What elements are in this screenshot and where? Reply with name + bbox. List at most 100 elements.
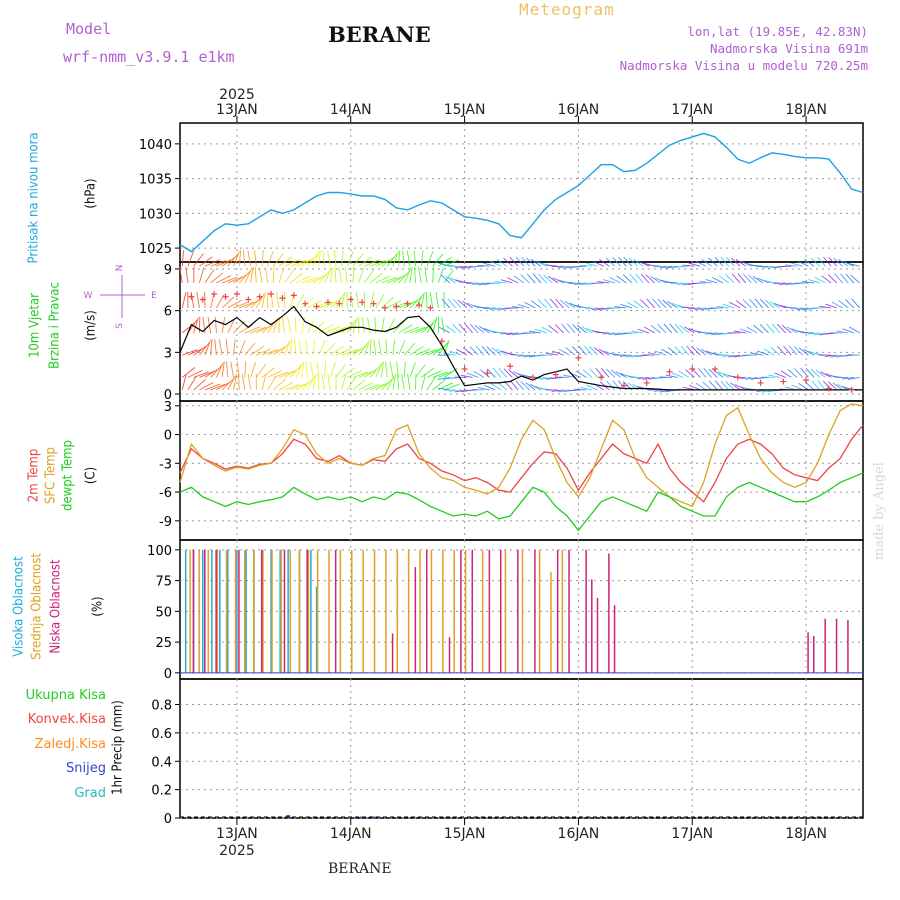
wind-barb [443, 339, 450, 356]
wind-barb [488, 282, 502, 284]
wind-barb [233, 301, 249, 309]
wind-barb [238, 250, 242, 267]
wind-barb [802, 280, 815, 284]
wind-barb [199, 370, 215, 378]
wind-barb [566, 323, 576, 334]
wind-barb [278, 382, 294, 391]
wind-barb [352, 253, 364, 267]
wind-barb [848, 326, 860, 334]
wind-barb [261, 367, 275, 378]
wind-barb [472, 282, 484, 286]
wind-barb [341, 349, 357, 356]
gust-marker [575, 354, 582, 361]
gust-marker [689, 366, 696, 373]
wind-barb [403, 342, 416, 356]
wind-barb [563, 374, 576, 378]
bottom-date-label: 14JAN [330, 826, 372, 842]
wind-barb [182, 349, 198, 356]
wind-barb [375, 362, 383, 378]
gust-marker [256, 293, 263, 300]
wind-barb [665, 374, 678, 378]
wind-barb [735, 300, 747, 309]
wind-barb [629, 273, 638, 284]
wind-barb [800, 367, 809, 378]
wind-barb [226, 361, 229, 378]
wind-barb [474, 324, 485, 334]
ytick-label-pressure: 1025 [139, 242, 172, 257]
wind-barb [526, 273, 536, 284]
wind-barb [445, 325, 456, 334]
wind-barb [580, 264, 593, 267]
wind-barb [548, 325, 559, 334]
gust-marker [757, 379, 764, 386]
wind-barb [828, 256, 838, 267]
wind-barb [426, 319, 436, 334]
ytick-label-precip: 0.8 [151, 699, 172, 714]
wind-barb [845, 273, 855, 284]
wind-barb [407, 373, 411, 390]
wind-barb [667, 301, 678, 309]
wind-barb [720, 380, 730, 391]
top-date-label: 13JAN [216, 102, 258, 118]
wind-barb [398, 301, 414, 309]
wind-barb [838, 259, 849, 267]
wind-barb [261, 374, 267, 391]
wind-barb [199, 256, 213, 267]
wind-barb [398, 324, 413, 334]
wind-barb [739, 328, 752, 334]
wind-barb [674, 346, 684, 356]
wind-barb [256, 348, 272, 356]
gust-marker [507, 363, 514, 370]
wind-barb [500, 279, 513, 284]
pressure-line [179, 132, 864, 253]
wind-barb [685, 369, 695, 378]
gust-marker [416, 302, 423, 309]
wind-barb [312, 251, 320, 267]
wind-barb [654, 265, 667, 268]
footer-title: BERANE [328, 861, 392, 877]
wind-barb [676, 282, 689, 286]
legend-conv-precip: Konvek.Kisa [27, 712, 106, 727]
ytick-label-temp: -3 [159, 457, 172, 472]
wind-barb [290, 260, 306, 267]
wind-barb [438, 326, 451, 334]
wind-barb [466, 389, 479, 392]
wind-barb [691, 368, 701, 378]
wind-barb [347, 347, 363, 356]
wind-barb [489, 260, 502, 267]
wind-barb [541, 326, 553, 334]
wind-barb [635, 273, 644, 284]
axis-text: 10251030103510400369-9-6-303025507510000… [84, 87, 827, 859]
wind-barb [466, 282, 479, 284]
wind-barb [221, 256, 236, 267]
wind-barb [494, 307, 507, 311]
wind-barb [250, 362, 257, 378]
wind-barb [473, 370, 485, 378]
wind-barb [776, 323, 786, 334]
wind-barb [551, 265, 564, 268]
wind-barb [358, 267, 364, 284]
wind-barb [543, 298, 553, 309]
wind-barb [324, 342, 336, 356]
wind-barb [312, 274, 328, 284]
wind-barb [650, 325, 661, 334]
wind-barb [851, 298, 860, 309]
wind-barb [682, 306, 695, 309]
wind-barb [582, 369, 593, 378]
wind-barb [193, 371, 209, 378]
wind-barb [460, 265, 473, 269]
wind-barb [720, 256, 730, 267]
wind-barb [266, 291, 269, 308]
wind-barb [352, 371, 369, 378]
wind-barb [790, 307, 803, 310]
ytick-label-precip: 0 [164, 812, 172, 827]
wind-barb [421, 322, 434, 334]
wind-barb [827, 274, 838, 284]
wind-barb [574, 388, 587, 391]
wind-barb [301, 361, 305, 378]
wind-barb [181, 374, 187, 391]
wind-compass: N W E S [84, 265, 158, 329]
wind-barb [694, 260, 707, 267]
wind-barb [462, 300, 473, 309]
wind-barb [216, 275, 232, 284]
